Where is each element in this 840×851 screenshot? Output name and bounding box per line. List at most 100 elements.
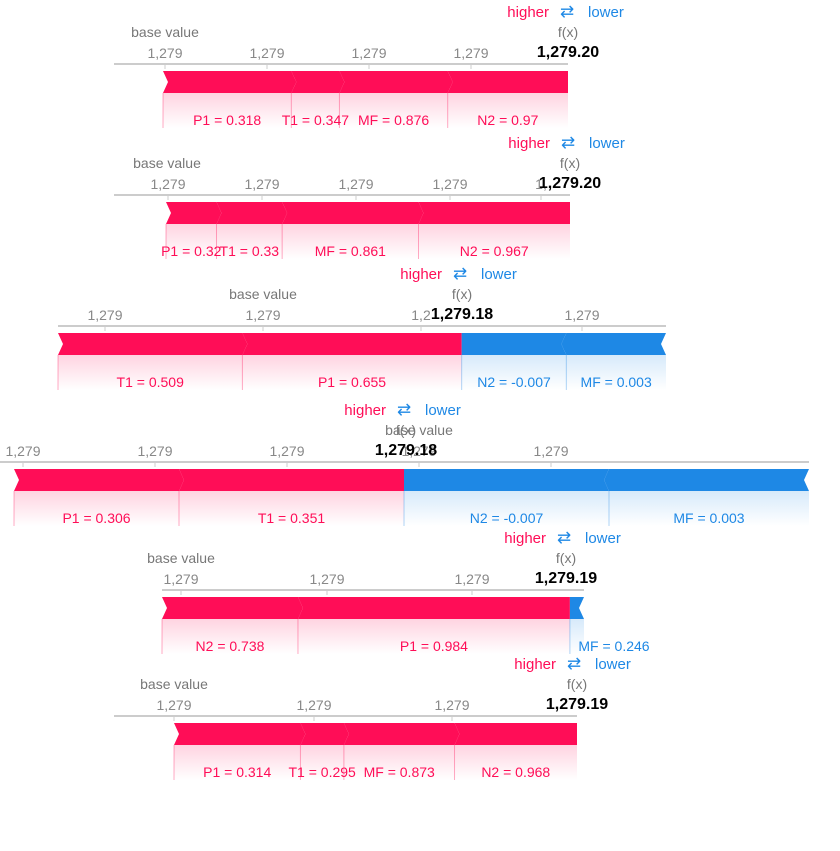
legend-higher: higher xyxy=(507,4,549,21)
feature-label: MF = 0.003 xyxy=(673,510,744,526)
feature-label: N2 = 0.738 xyxy=(196,638,265,654)
force-segment xyxy=(461,333,567,355)
fx-label: f(x) xyxy=(396,422,416,438)
force-segment xyxy=(604,469,809,491)
force-segment xyxy=(339,71,453,93)
output-value: 1,279.18 xyxy=(375,442,437,459)
feature-label: N2 = 0.97 xyxy=(477,112,538,128)
force-segment xyxy=(418,202,570,224)
legend-arrows-icon: ⇄ xyxy=(567,654,581,673)
force-plot: higher ⇄ lower base value f(x) 1,279 1,279 1,27… xyxy=(114,2,624,128)
force-segment xyxy=(166,202,222,224)
tick-label: 1,279 xyxy=(249,45,284,61)
force-plot: higher ⇄ lower base value f(x) 1,279 1,279 1,27… xyxy=(114,133,625,259)
segment-shade xyxy=(609,491,809,526)
segment-shade xyxy=(418,224,570,259)
tick-label: 1,279 xyxy=(156,697,191,713)
feature-label: P1 = 0.32 xyxy=(161,243,222,259)
output-value: 1,279.20 xyxy=(539,175,601,192)
segment-shade xyxy=(179,491,404,526)
feature-label: P1 = 0.984 xyxy=(400,638,468,654)
force-segment xyxy=(216,202,288,224)
segment-shade xyxy=(58,355,243,390)
feature-label: P1 = 0.314 xyxy=(203,764,271,780)
fx-label: f(x) xyxy=(558,24,578,40)
segment-shade xyxy=(339,93,448,128)
force-segment xyxy=(179,469,404,491)
feature-label: N2 = 0.967 xyxy=(460,243,529,259)
force-segment xyxy=(291,71,345,93)
feature-label: MF = 0.003 xyxy=(581,374,652,390)
tick-label: 1,279 xyxy=(245,307,280,323)
tick-label: 1,279 xyxy=(564,307,599,323)
segment-shade xyxy=(454,745,577,780)
legend-lower: lower xyxy=(481,266,517,283)
segment-shade xyxy=(242,355,462,390)
base-value-label: base value xyxy=(133,155,201,171)
base-value-label: base value xyxy=(131,24,199,40)
legend-arrows-icon: ⇄ xyxy=(560,2,574,21)
force-segment xyxy=(58,333,248,355)
force-segment xyxy=(282,202,424,224)
tick-label: 1,279 xyxy=(453,45,488,61)
feature-label: MF = 0.876 xyxy=(358,112,429,128)
base-value-label: base value xyxy=(147,550,215,566)
segment-shade xyxy=(343,745,455,780)
force-segment xyxy=(561,333,666,355)
legend-higher: higher xyxy=(504,530,546,547)
output-value: 1,279.18 xyxy=(431,306,493,323)
output-value: 1,279.19 xyxy=(535,570,597,587)
force-segment xyxy=(300,723,349,745)
output-value: 1,279.19 xyxy=(546,696,608,713)
base-value-label: base value xyxy=(140,676,208,692)
tick-label: 1,279 xyxy=(87,307,122,323)
legend-higher: higher xyxy=(344,402,386,419)
feature-label: T1 = 0.351 xyxy=(258,510,326,526)
fx-label: f(x) xyxy=(452,286,472,302)
segment-shade xyxy=(300,745,344,780)
segment-shade xyxy=(14,491,179,526)
feature-label: T1 = 0.347 xyxy=(282,112,350,128)
feature-label: P1 = 0.306 xyxy=(62,510,130,526)
force-segment xyxy=(343,723,460,745)
legend-lower: lower xyxy=(588,4,624,21)
feature-label: T1 = 0.295 xyxy=(288,764,356,780)
segment-shade xyxy=(404,491,609,526)
tick-label: 1,279 xyxy=(434,697,469,713)
segment-shade xyxy=(461,355,567,390)
feature-label: T1 = 0.33 xyxy=(220,243,280,259)
segment-shade xyxy=(282,224,419,259)
tick-label: 1,279 xyxy=(137,443,172,459)
legend-arrows-icon: ⇄ xyxy=(397,400,411,419)
fx-label: f(x) xyxy=(560,155,580,171)
tick-label: 1,279 xyxy=(432,176,467,192)
segment-shade xyxy=(216,224,283,259)
base-value-label: base value xyxy=(385,422,453,438)
force-segment xyxy=(569,597,584,619)
force-segment xyxy=(454,723,577,745)
segment-shade xyxy=(291,93,340,128)
feature-label: P1 = 0.655 xyxy=(318,374,386,390)
feature-label: N2 = -0.007 xyxy=(477,374,551,390)
force-segment xyxy=(242,333,462,355)
feature-label: T1 = 0.509 xyxy=(117,374,185,390)
legend-arrows-icon: ⇄ xyxy=(561,133,575,152)
tick-label: 1,279 xyxy=(309,571,344,587)
feature-label: MF = 0.246 xyxy=(578,638,649,654)
tick-label: 1,279 xyxy=(296,697,331,713)
tick-label: 1,279 xyxy=(5,443,40,459)
tick-label: 1,279 xyxy=(147,45,182,61)
base-value-label: base value xyxy=(229,286,297,302)
legend-higher: higher xyxy=(514,656,556,673)
force-segment xyxy=(174,723,306,745)
tick-label: 1, xyxy=(535,176,547,192)
tick-label: 1,2 xyxy=(411,307,431,323)
force-plot: higher ⇄ lower base value f(x) 1,279 1,279 1,27… xyxy=(114,654,631,780)
tick-label: 1,279 xyxy=(401,443,436,459)
force-segment xyxy=(447,71,568,93)
force-segment xyxy=(14,469,184,491)
force-plot: higher ⇄ lower base value f(x) 1,279 1,279 1,27… xyxy=(147,528,650,654)
tick-label: 1,279 xyxy=(150,176,185,192)
